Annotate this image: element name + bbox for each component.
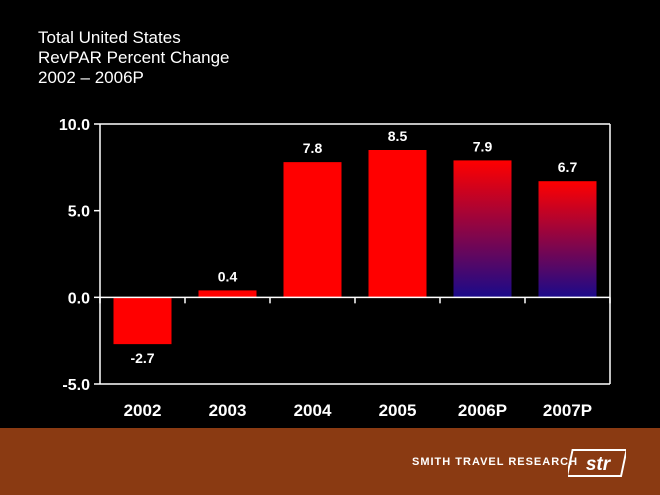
- y-tick-label: 0.0: [68, 290, 90, 307]
- y-tick-label: 5.0: [68, 204, 90, 221]
- x-tick-label: 2007P: [543, 401, 592, 420]
- title-line-3: 2002 – 2006P: [38, 68, 144, 87]
- data-label: 7.9: [473, 138, 493, 154]
- bar-2003: [198, 290, 257, 298]
- data-label: 6.7: [558, 159, 578, 175]
- logo-frame: [568, 449, 626, 477]
- x-tick-label: 2004: [294, 401, 332, 420]
- bar-chart: 10.0 5.0 0.0 -5.0 2002 2003 2004 2005 2006P 2007P…: [59, 117, 611, 420]
- x-tick-label: 2005: [379, 401, 417, 420]
- plot-area: 10.0 5.0 0.0 -5.0 2002 2003 2004 2005 2006P 2007P…: [59, 117, 611, 420]
- y-tick-label: -5.0: [62, 377, 90, 394]
- bar-2007P: [538, 181, 597, 298]
- bar-2005: [368, 150, 427, 298]
- data-label: 7.8: [303, 140, 323, 156]
- data-label: 0.4: [218, 268, 238, 284]
- data-label: -2.7: [130, 350, 154, 366]
- logo-text: str: [586, 454, 612, 475]
- bar-2002: [113, 297, 172, 345]
- title-line-2: RevPAR Percent Change: [38, 48, 230, 67]
- bar-2006P: [453, 160, 512, 298]
- x-tick-label: 2002: [124, 401, 162, 420]
- brand-name: SMITH TRAVEL RESEARCH: [412, 456, 579, 468]
- footer-bar: SMITH TRAVEL RESEARCH str: [0, 428, 660, 495]
- chart-title: Total United States RevPAR Percent Chang…: [38, 28, 230, 88]
- bar-2004: [283, 162, 342, 298]
- title-line-1: Total United States: [38, 28, 181, 47]
- data-label: 8.5: [388, 128, 408, 144]
- str-logo: str: [568, 449, 626, 477]
- y-tick-label: 10.0: [59, 117, 90, 134]
- x-tick-label: 2006P: [458, 401, 507, 420]
- x-tick-label: 2003: [209, 401, 247, 420]
